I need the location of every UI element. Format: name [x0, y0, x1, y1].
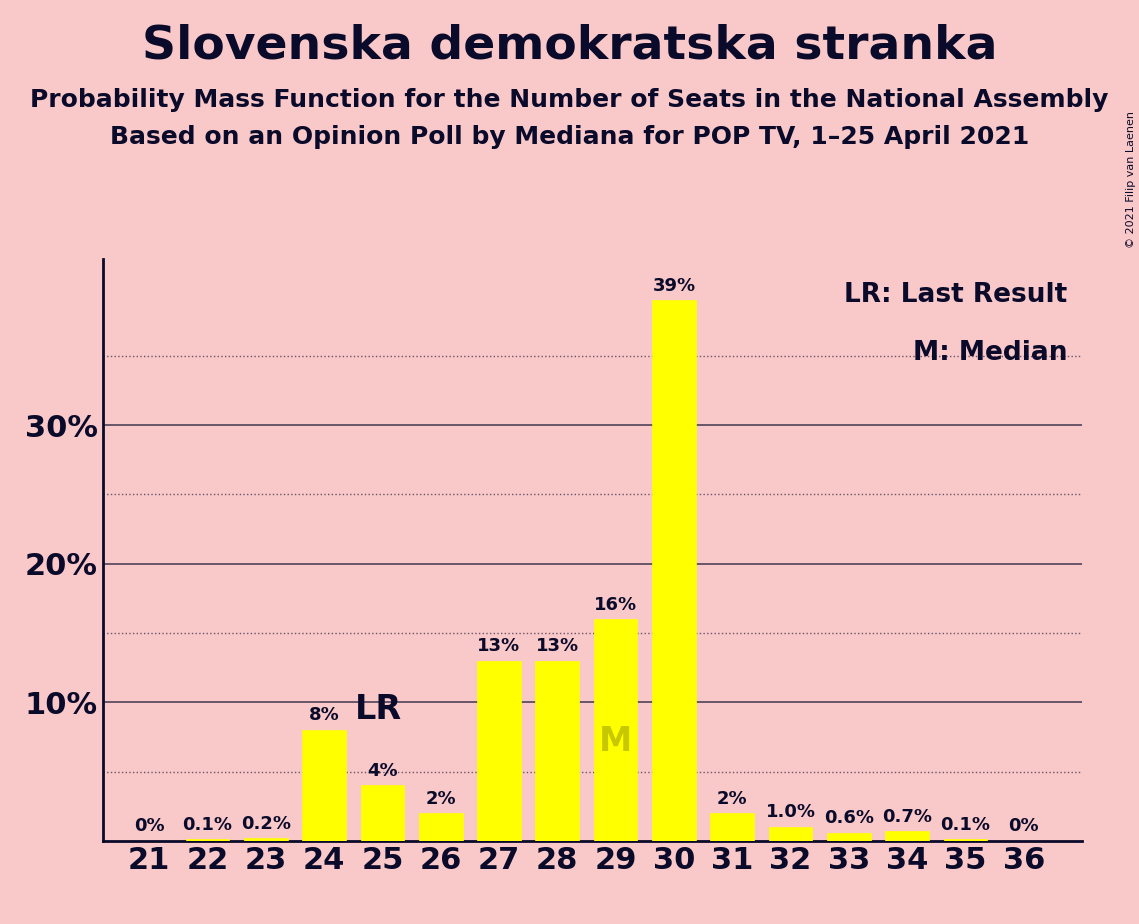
Text: 13%: 13% [477, 638, 521, 655]
Text: 8%: 8% [309, 707, 339, 724]
Bar [244, 838, 288, 841]
Bar [943, 840, 988, 841]
Text: M: Median: M: Median [912, 340, 1067, 366]
Text: 0.7%: 0.7% [882, 808, 932, 826]
Bar [302, 730, 346, 841]
Text: 0%: 0% [1008, 818, 1039, 835]
Bar [711, 813, 754, 841]
Text: 1.0%: 1.0% [765, 804, 816, 821]
Bar [361, 785, 404, 841]
Bar [885, 832, 929, 841]
Text: LR: Last Result: LR: Last Result [844, 282, 1067, 308]
Bar [593, 619, 638, 841]
Bar [652, 300, 696, 841]
Text: 2%: 2% [425, 790, 456, 808]
Bar [827, 833, 870, 841]
Text: 0.6%: 0.6% [823, 809, 874, 827]
Text: © 2021 Filip van Laenen: © 2021 Filip van Laenen [1126, 111, 1136, 248]
Text: 16%: 16% [595, 596, 637, 614]
Text: 13%: 13% [535, 638, 579, 655]
Text: M: M [599, 724, 632, 758]
Bar [535, 661, 579, 841]
Text: 0.1%: 0.1% [182, 816, 232, 834]
Bar [477, 661, 521, 841]
Bar [419, 813, 462, 841]
Bar [769, 827, 812, 841]
Text: 0%: 0% [134, 818, 164, 835]
Text: LR: LR [354, 693, 402, 725]
Text: 2%: 2% [716, 790, 747, 808]
Text: Probability Mass Function for the Number of Seats in the National Assembly: Probability Mass Function for the Number… [31, 88, 1108, 112]
Text: Based on an Opinion Poll by Mediana for POP TV, 1–25 April 2021: Based on an Opinion Poll by Mediana for … [109, 125, 1030, 149]
Text: 4%: 4% [367, 762, 398, 780]
Text: Slovenska demokratska stranka: Slovenska demokratska stranka [141, 23, 998, 68]
Text: 39%: 39% [653, 277, 696, 295]
Bar [186, 840, 229, 841]
Text: 0.2%: 0.2% [240, 815, 290, 833]
Text: 0.1%: 0.1% [941, 816, 991, 834]
